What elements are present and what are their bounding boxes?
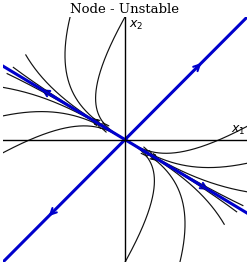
Text: $x_1$: $x_1$ xyxy=(231,124,245,137)
Title: Node - Unstable: Node - Unstable xyxy=(70,3,180,16)
Text: $x_2$: $x_2$ xyxy=(129,19,143,32)
